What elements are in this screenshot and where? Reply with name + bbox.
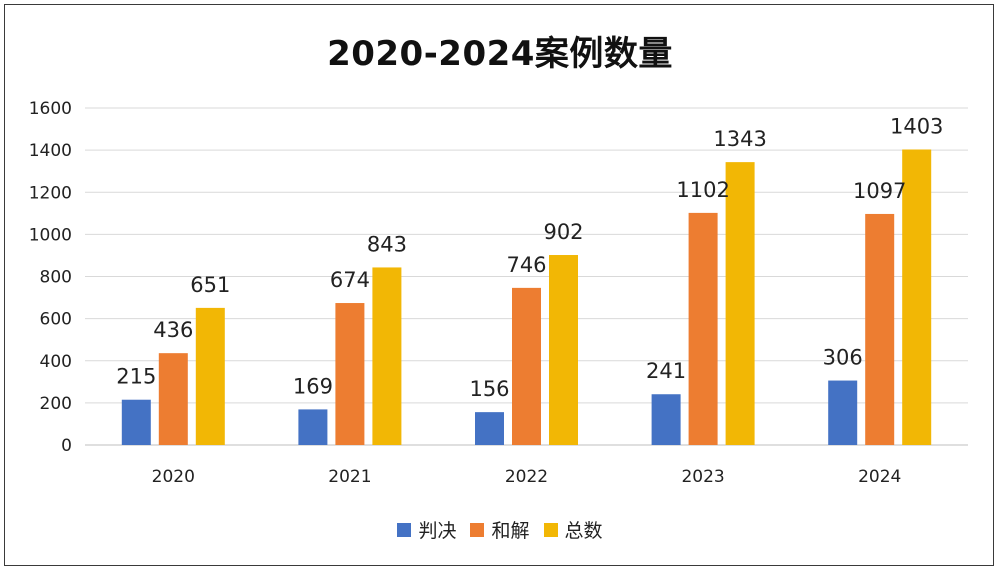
bars — [121, 149, 932, 446]
bar-2020-1 — [158, 353, 188, 445]
x-tick-label: 2023 — [681, 467, 724, 487]
data-label: 651 — [190, 273, 230, 297]
x-axis: 2020 2021 2022 2023 2024 — [152, 467, 902, 487]
bar-2021-1 — [335, 303, 365, 445]
data-label: 674 — [330, 268, 370, 292]
legend: 判决 和解 总数 — [0, 516, 1000, 543]
bar-2022-1 — [512, 287, 541, 445]
data-label: 902 — [543, 220, 583, 244]
chart-title: 2020-2024案例数量 — [327, 34, 673, 74]
bar-2024-0 — [828, 380, 858, 445]
legend-item-judgment: 判决 — [397, 516, 456, 543]
x-tick-label: 2021 — [328, 467, 371, 487]
bar-2022-2 — [549, 255, 578, 445]
data-label: 156 — [469, 377, 509, 401]
bar-2023-1 — [688, 212, 718, 445]
bar-2020-2 — [195, 307, 225, 445]
bar-2022-0 — [475, 412, 504, 445]
legend-label-total: 总数 — [564, 520, 603, 542]
data-label: 1102 — [676, 178, 729, 202]
bar-2020-0 — [121, 399, 151, 445]
x-tick-label: 2020 — [152, 467, 195, 487]
legend-item-settlement: 和解 — [470, 516, 530, 543]
x-tick-label: 2024 — [858, 467, 901, 487]
y-tick-label: 1400 — [29, 141, 72, 161]
legend-swatch-judgment — [397, 522, 412, 537]
data-label: 843 — [367, 232, 407, 256]
y-tick-label: 400 — [40, 352, 72, 372]
bar-2023-2 — [725, 162, 755, 446]
bar-2024-2 — [902, 149, 932, 446]
data-labels: 215 436 651 169 674 843 156 746 902 241 1102 1343 30… — [116, 114, 943, 401]
bar-2023-0 — [651, 394, 681, 445]
data-label: 169 — [293, 374, 333, 398]
y-tick-label: 0 — [61, 436, 72, 456]
bar-2021-0 — [298, 409, 328, 445]
data-label: 241 — [646, 359, 686, 383]
y-tick-label: 1600 — [29, 99, 72, 119]
data-label: 1403 — [890, 114, 943, 138]
data-label: 215 — [116, 365, 156, 389]
legend-swatch-total — [543, 522, 558, 537]
chart-frame — [4, 4, 994, 566]
y-tick-label: 600 — [40, 310, 72, 330]
y-tick-label: 200 — [40, 394, 72, 414]
data-label: 1097 — [853, 179, 906, 203]
legend-swatch-settlement — [470, 522, 485, 537]
data-label: 306 — [823, 346, 863, 370]
bar-2024-1 — [865, 213, 895, 445]
data-label: 746 — [506, 253, 546, 277]
y-axis: 0 200 400 600 800 1000 1200 1400 1600 — [29, 99, 72, 456]
y-tick-label: 1200 — [29, 183, 72, 203]
y-tick-label: 1000 — [29, 225, 72, 245]
x-tick-label: 2022 — [505, 467, 548, 487]
bar-2021-2 — [372, 267, 402, 445]
legend-label-judgment: 判决 — [418, 520, 457, 542]
data-label: 1343 — [713, 127, 766, 151]
y-tick-label: 800 — [40, 268, 72, 288]
legend-label-settlement: 和解 — [491, 520, 530, 542]
legend-item-total: 总数 — [543, 516, 603, 543]
data-label: 436 — [153, 318, 193, 342]
